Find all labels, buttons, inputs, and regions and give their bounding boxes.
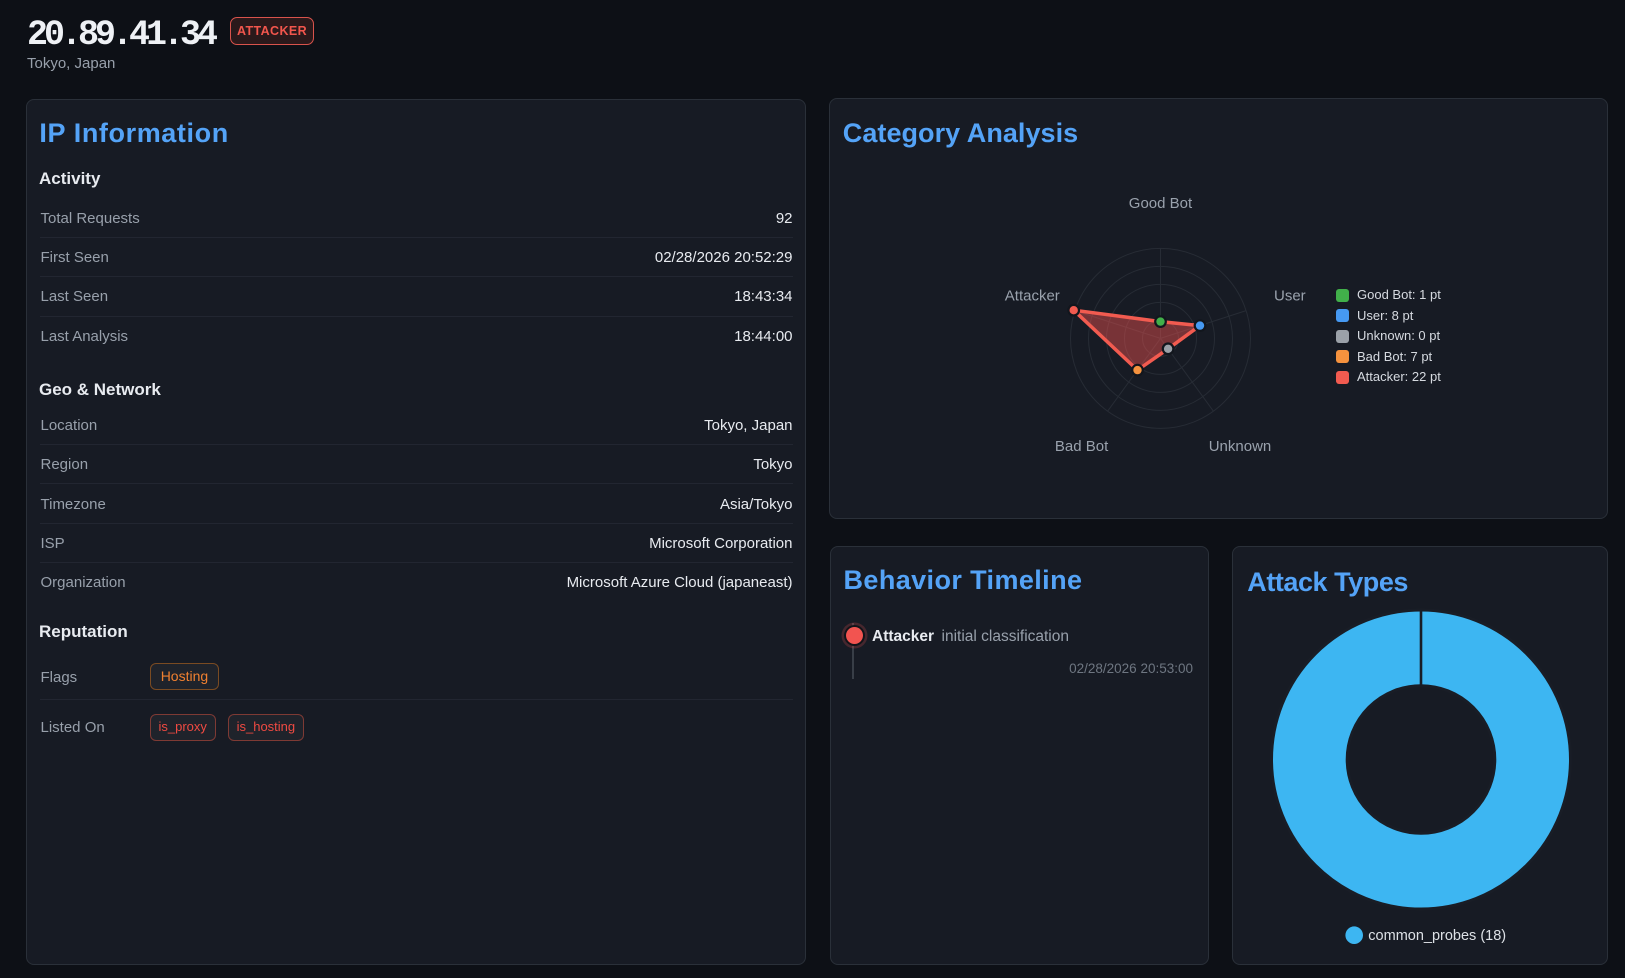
svg-text:Attacker: Attacker [1005, 288, 1060, 305]
svg-text:common_probes (18): common_probes (18) [1368, 928, 1506, 944]
svg-text:Unknown: Unknown [1209, 438, 1272, 455]
svg-text:Bad Bot: Bad Bot [1055, 438, 1109, 455]
svg-text:Good Bot: Good Bot [1129, 195, 1193, 212]
svg-text:User: User [1274, 288, 1306, 305]
